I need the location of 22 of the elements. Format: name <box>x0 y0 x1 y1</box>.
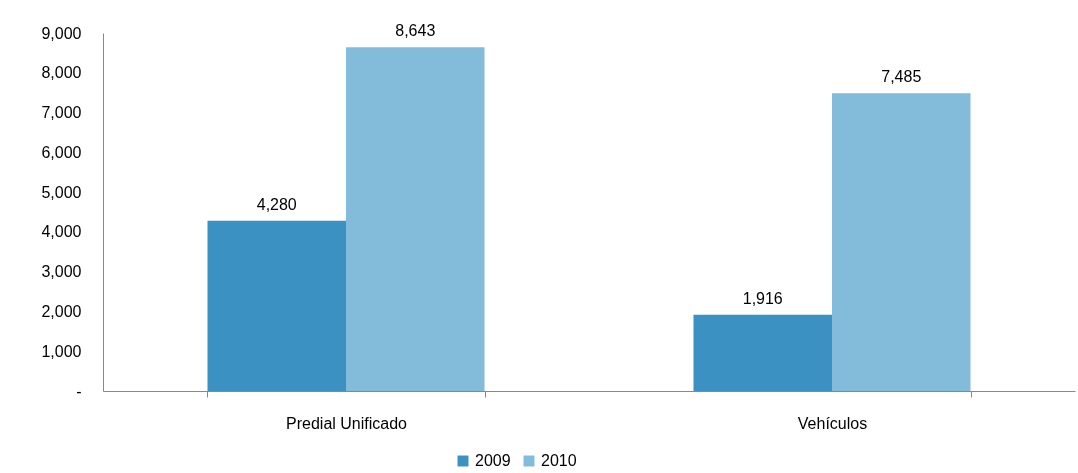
data-label: 8,643 <box>395 22 436 40</box>
bar <box>693 314 832 391</box>
bar <box>346 47 485 391</box>
legend-label: 2009 <box>475 452 511 469</box>
data-label: 4,280 <box>256 195 297 213</box>
x-tick-label: Vehículos <box>797 414 868 432</box>
y-tick-label: 2,000 <box>41 302 82 320</box>
legend-label: 2010 <box>541 452 577 469</box>
y-tick-label: - <box>76 382 82 400</box>
y-tick-label: 5,000 <box>41 183 82 201</box>
y-tick-label: 4,000 <box>41 223 82 241</box>
bar <box>832 93 971 391</box>
data-label: 7,485 <box>881 68 922 86</box>
y-tick-label: 6,000 <box>41 143 82 161</box>
y-tick-label: 1,000 <box>41 342 82 360</box>
y-tick-label: 3,000 <box>41 263 82 281</box>
y-tick-label: 8,000 <box>41 64 82 82</box>
bar <box>207 220 346 391</box>
y-tick-label: 7,000 <box>41 104 82 122</box>
data-label: 1,916 <box>742 289 783 307</box>
y-tick-label: 9,000 <box>41 24 82 42</box>
x-tick-label: Predial Unificado <box>286 414 408 432</box>
